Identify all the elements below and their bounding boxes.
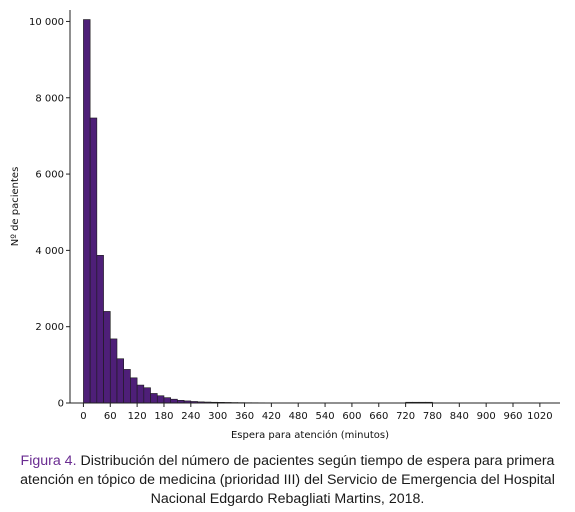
x-tick-label: 960 — [503, 411, 522, 422]
x-tick-label: 420 — [262, 411, 281, 422]
x-tick-label: 120 — [128, 411, 147, 422]
histogram-bar — [89, 117, 98, 404]
y-tick-label: 8 000 — [35, 93, 64, 104]
x-tick-label: 600 — [342, 411, 361, 422]
histogram-bar — [123, 369, 131, 404]
histogram-bar — [96, 255, 104, 404]
x-tick-label: 180 — [154, 411, 173, 422]
x-tick-label: 540 — [316, 411, 335, 422]
histogram-bar — [109, 338, 118, 404]
y-tick-label: 10 000 — [29, 17, 64, 28]
y-axis-title: Nº de pacientes — [10, 167, 21, 247]
y-tick-label: 6 000 — [35, 170, 64, 181]
x-tick-label: 60 — [104, 411, 117, 422]
histogram-chart: 0 2 000 4 000 6 000 8 000 10 000 0 60 120 180 240… — [10, 10, 560, 441]
x-tick-label: 720 — [396, 411, 415, 422]
x-tick-label: 300 — [208, 411, 227, 422]
histogram-bar — [163, 397, 171, 404]
figure-caption-label: Figura 4. — [20, 453, 77, 469]
x-tick-label: 1020 — [527, 411, 552, 422]
histogram-bar — [156, 395, 165, 404]
x-axis-title: Espera para atención (minutos) — [231, 429, 389, 441]
x-tick-label: 780 — [423, 411, 442, 422]
x-tick-label: 0 — [80, 411, 86, 422]
y-tick-label: 2 000 — [35, 322, 64, 333]
histogram-bar — [116, 358, 124, 404]
y-tick-label: 4 000 — [35, 246, 64, 257]
histogram-bar — [150, 393, 158, 404]
histogram-bar — [103, 311, 111, 404]
x-tick-label: 240 — [181, 411, 200, 422]
figure-caption-text: Distribución del número de pacientes seg… — [20, 453, 555, 507]
histogram-bar — [136, 384, 145, 404]
histogram-bar — [130, 377, 138, 404]
histogram-bars — [83, 19, 433, 404]
x-tick-label: 660 — [369, 411, 388, 422]
x-tick-label: 900 — [477, 411, 496, 422]
histogram-bar — [170, 398, 178, 404]
histogram-bar — [143, 387, 151, 404]
figure-caption: Figura 4. Distribución del número de pac… — [0, 452, 575, 509]
x-tick-label: 480 — [289, 411, 308, 422]
y-axis-ticks: 0 2 000 4 000 6 000 8 000 10 000 — [29, 17, 70, 410]
x-tick-label: 360 — [235, 411, 254, 422]
y-tick-label: 0 — [58, 399, 64, 410]
histogram-bar — [83, 19, 91, 404]
x-tick-label: 840 — [450, 411, 469, 422]
x-axis-ticks: 0 60 120 180 240 300 360 420 480 540 600 660 720 780 8… — [80, 403, 553, 422]
